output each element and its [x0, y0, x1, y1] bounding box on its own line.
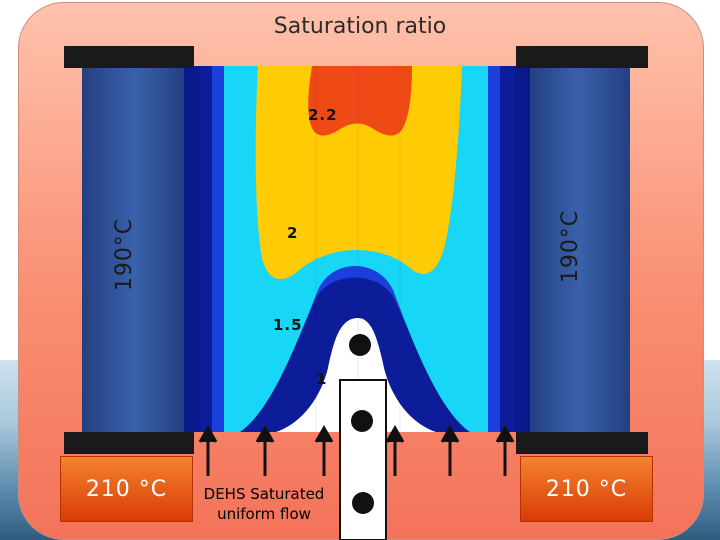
flow-description-line-2: uniform flow [217, 505, 311, 523]
injection-tube [339, 379, 387, 540]
flow-arrows [198, 424, 515, 476]
chart-title: Saturation ratio [273, 14, 447, 39]
flow-arrow [314, 424, 334, 476]
flow-arrow [385, 424, 405, 476]
left-wall [82, 64, 186, 432]
flow-arrow [440, 424, 460, 476]
particle-dot [352, 492, 374, 514]
left-inlet-temperature-box: 210 °C [60, 456, 193, 522]
flow-arrow [255, 424, 275, 476]
flow-description-line-1: DEHS Saturated [203, 485, 325, 503]
left-bottom-cap [64, 432, 194, 454]
flow-description: DEHS Saturated uniform flow [192, 484, 336, 524]
contour-label-1-5: 1.5 [273, 316, 303, 334]
right-wall [528, 64, 630, 432]
left-wall-temperature-label: 190°C [112, 217, 138, 292]
particle-dot [349, 334, 371, 356]
right-bottom-cap [516, 432, 648, 454]
particle-dot [351, 410, 373, 432]
contour-label-1: 1 [316, 370, 328, 388]
right-top-cap [516, 46, 648, 68]
right-inlet-temperature-box: 210 °C [520, 456, 653, 522]
flow-arrow [198, 424, 218, 476]
contour-band-1 [276, 318, 436, 432]
contour-label-2-2: 2.2 [308, 106, 338, 124]
right-wall-temperature-label: 190°C [558, 209, 584, 284]
contour-label-2: 2 [287, 224, 299, 242]
contour-field [184, 66, 530, 432]
contour-band-22 [308, 66, 412, 136]
contour-band-2 [255, 66, 462, 280]
left-top-cap [64, 46, 194, 68]
flow-arrow [495, 424, 515, 476]
